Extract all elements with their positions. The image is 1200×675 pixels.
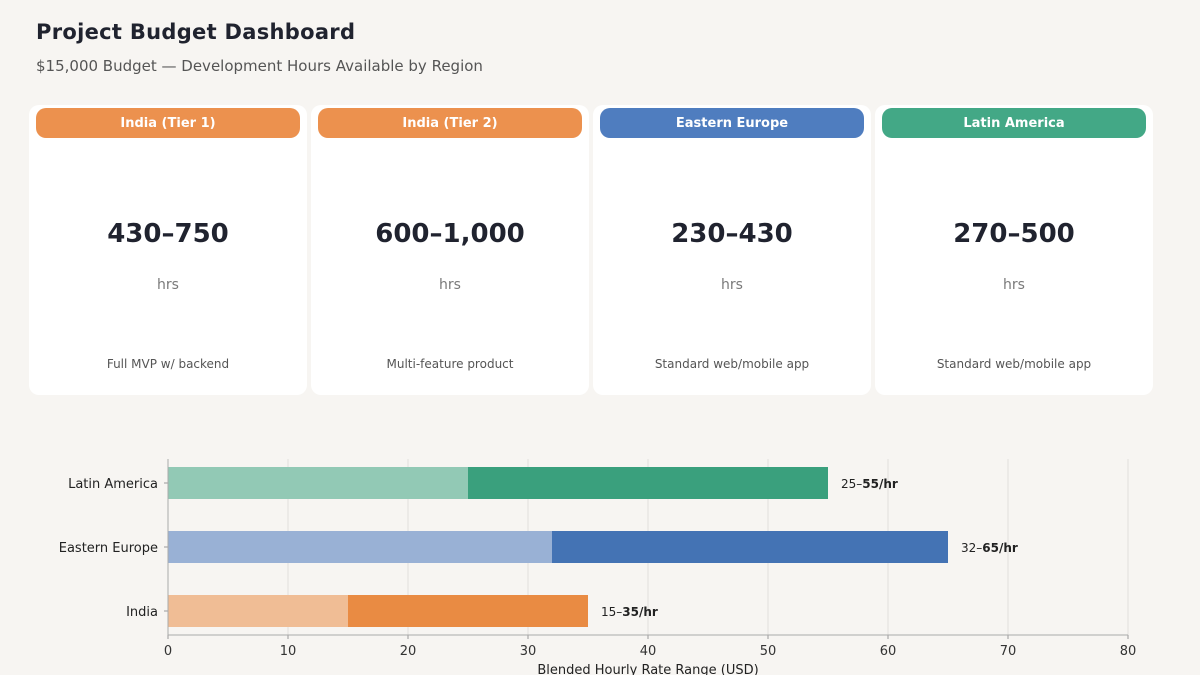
x-tick-label: 10 — [280, 644, 297, 659]
card-description: Multi-feature product — [386, 357, 514, 371]
x-tick-label: 80 — [1120, 644, 1137, 659]
card-hours: 230–430 — [671, 219, 793, 249]
card-eastern-europe: Eastern Europe 230–430 hrs Standard web/… — [593, 105, 871, 395]
card-description: Full MVP w/ backend — [106, 357, 230, 371]
card-unit: hrs — [157, 277, 179, 293]
category-label: India — [126, 605, 158, 620]
card-india-tier1: India (Tier 1) 430–750 hrs Full MVP w/ b… — [29, 105, 307, 395]
page-subtitle: $15,000 Budget — Development Hours Avail… — [36, 57, 483, 75]
x-tick-label: 40 — [640, 644, 657, 659]
x-axis-label: Blended Hourly Rate Range (USD) — [537, 663, 758, 675]
card-hours: 270–500 — [953, 219, 1075, 249]
x-tick-label: 30 — [520, 644, 537, 659]
bar-base-segment — [168, 531, 552, 563]
category-label: Eastern Europe — [59, 541, 158, 556]
data-label: 32–65/hr — [961, 541, 1018, 555]
card-region-badge: India (Tier 2) — [318, 108, 582, 138]
card-unit: hrs — [721, 277, 743, 293]
page-title: Project Budget Dashboard — [36, 20, 356, 44]
x-tick-label: 70 — [1000, 644, 1017, 659]
x-tick-label: 50 — [760, 644, 777, 659]
x-tick-label: 0 — [164, 644, 172, 659]
bar-range-segment — [348, 595, 588, 627]
rate-range-chart: 0 10 20 30 40 50 60 70 80 Latin America 25–55/hr Ea… — [59, 459, 1137, 675]
card-description: Standard web/mobile app — [936, 357, 1092, 371]
bar-base-segment — [168, 467, 468, 499]
card-latin-america: Latin America 270–500 hrs Standard web/m… — [875, 105, 1153, 395]
x-tick-label: 20 — [400, 644, 417, 659]
bar-base-segment — [168, 595, 348, 627]
card-unit: hrs — [1003, 277, 1025, 293]
card-description: Standard web/mobile app — [654, 357, 810, 371]
card-region-badge: Eastern Europe — [600, 108, 864, 138]
card-hours: 430–750 — [107, 219, 229, 249]
bar-range-segment — [468, 467, 828, 499]
card-india-tier2: India (Tier 2) 600–1,000 hrs Multi-featu… — [311, 105, 589, 395]
card-region-badge: Latin America — [882, 108, 1146, 138]
data-label: 15–35/hr — [601, 605, 658, 619]
category-label: Latin America — [68, 477, 158, 492]
data-label: 25–55/hr — [841, 477, 898, 491]
card-unit: hrs — [439, 277, 461, 293]
x-tick-label: 60 — [880, 644, 897, 659]
card-hours: 600–1,000 — [375, 219, 525, 249]
bar-range-segment — [552, 531, 948, 563]
card-region-badge: India (Tier 1) — [36, 108, 300, 138]
